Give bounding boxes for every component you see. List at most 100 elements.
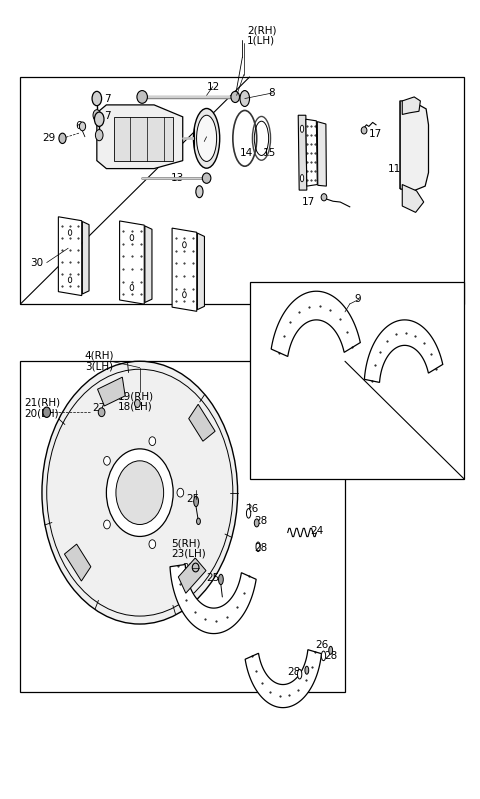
Text: 25: 25 — [187, 494, 200, 504]
Ellipse shape — [134, 400, 140, 407]
Ellipse shape — [202, 173, 211, 183]
Ellipse shape — [116, 461, 164, 524]
Polygon shape — [317, 121, 326, 186]
Polygon shape — [402, 185, 424, 213]
Polygon shape — [82, 221, 89, 294]
Text: 28: 28 — [324, 651, 337, 661]
Ellipse shape — [329, 646, 333, 654]
Polygon shape — [271, 291, 360, 356]
Text: 8: 8 — [269, 88, 275, 98]
Bar — [21, 77, 464, 304]
Polygon shape — [64, 544, 91, 581]
Polygon shape — [97, 105, 183, 169]
Ellipse shape — [149, 540, 156, 549]
Text: 11: 11 — [388, 164, 401, 173]
Text: 12: 12 — [206, 81, 220, 92]
Text: 26: 26 — [315, 640, 329, 650]
Text: 10: 10 — [307, 140, 320, 149]
Ellipse shape — [298, 670, 302, 679]
Ellipse shape — [193, 109, 220, 169]
Polygon shape — [59, 217, 82, 296]
Text: 9: 9 — [355, 294, 361, 304]
Polygon shape — [179, 558, 206, 593]
Ellipse shape — [96, 129, 103, 141]
Ellipse shape — [300, 174, 304, 181]
Text: 2(RH): 2(RH) — [247, 25, 276, 35]
Ellipse shape — [107, 449, 173, 536]
Text: 23(LH): 23(LH) — [171, 549, 205, 559]
Bar — [250, 282, 464, 479]
Ellipse shape — [79, 122, 85, 131]
Polygon shape — [245, 650, 322, 708]
Text: 8: 8 — [195, 187, 201, 197]
Ellipse shape — [300, 125, 304, 133]
Ellipse shape — [68, 229, 72, 236]
Polygon shape — [402, 97, 420, 114]
Ellipse shape — [246, 509, 251, 518]
Ellipse shape — [59, 133, 66, 144]
Polygon shape — [364, 320, 443, 383]
Text: 4(RH): 4(RH) — [85, 351, 114, 360]
Ellipse shape — [93, 109, 101, 121]
Ellipse shape — [137, 90, 147, 103]
Text: 19(RH): 19(RH) — [118, 392, 155, 401]
Ellipse shape — [305, 666, 309, 674]
Polygon shape — [306, 119, 317, 186]
Polygon shape — [145, 226, 152, 303]
Text: 17: 17 — [302, 197, 315, 207]
Polygon shape — [197, 233, 204, 310]
Ellipse shape — [182, 242, 186, 248]
Text: 21(RH): 21(RH) — [24, 398, 60, 407]
Ellipse shape — [130, 235, 134, 240]
Ellipse shape — [95, 112, 104, 126]
Text: 7: 7 — [104, 93, 110, 104]
Ellipse shape — [197, 115, 216, 161]
Text: 3(LH): 3(LH) — [85, 361, 113, 371]
Text: 27: 27 — [92, 403, 105, 413]
Text: 29: 29 — [42, 133, 55, 142]
Text: 5(RH): 5(RH) — [171, 539, 200, 549]
Text: 22: 22 — [182, 562, 195, 573]
Ellipse shape — [197, 518, 200, 524]
Bar — [114, 117, 173, 161]
Text: 6: 6 — [75, 121, 82, 130]
Text: 28: 28 — [254, 543, 267, 554]
Ellipse shape — [240, 90, 250, 106]
Ellipse shape — [192, 563, 199, 572]
Ellipse shape — [92, 91, 102, 105]
Ellipse shape — [130, 284, 134, 291]
Ellipse shape — [322, 651, 325, 661]
Text: 24: 24 — [311, 526, 324, 536]
Text: 17: 17 — [369, 129, 382, 139]
Text: 25: 25 — [206, 573, 220, 582]
Text: 16: 16 — [199, 137, 213, 146]
Text: 28: 28 — [287, 667, 300, 677]
Ellipse shape — [42, 361, 238, 624]
Text: 18(LH): 18(LH) — [118, 402, 153, 411]
Text: 20(LH): 20(LH) — [24, 408, 59, 418]
Polygon shape — [170, 565, 256, 634]
Ellipse shape — [104, 520, 110, 529]
Text: 28: 28 — [254, 515, 267, 526]
Text: 30: 30 — [30, 257, 43, 268]
Ellipse shape — [218, 574, 223, 585]
Ellipse shape — [149, 437, 156, 446]
Ellipse shape — [231, 91, 240, 102]
Ellipse shape — [104, 456, 110, 465]
Text: 7: 7 — [104, 111, 110, 121]
Ellipse shape — [194, 496, 199, 507]
Text: 14: 14 — [240, 148, 253, 157]
Text: 1(LH): 1(LH) — [247, 35, 276, 46]
Text: 26: 26 — [245, 504, 258, 515]
Polygon shape — [400, 101, 429, 193]
Ellipse shape — [177, 488, 184, 497]
Ellipse shape — [68, 277, 72, 283]
Ellipse shape — [254, 519, 259, 527]
Polygon shape — [97, 377, 125, 406]
Text: 13: 13 — [171, 173, 184, 183]
Ellipse shape — [43, 407, 50, 417]
Ellipse shape — [361, 127, 367, 134]
Ellipse shape — [98, 407, 105, 416]
Ellipse shape — [182, 292, 186, 298]
Ellipse shape — [321, 193, 327, 201]
